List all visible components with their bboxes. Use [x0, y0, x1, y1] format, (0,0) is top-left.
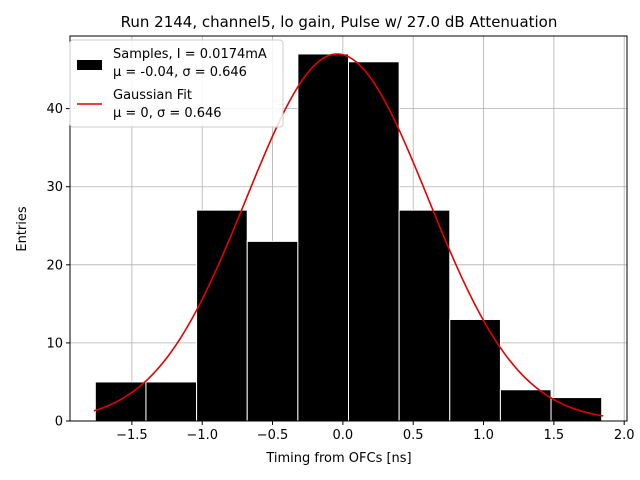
y-axis-ticks: 0 10 20 30 40 [46, 102, 70, 430]
histogram-bar [499, 389, 552, 422]
legend-box [69, 39, 284, 128]
gaussian-fit-line [93, 53, 604, 417]
y-tick-label: 0 [55, 415, 63, 430]
y-tick-label: 40 [46, 102, 63, 117]
y-tick-label: 20 [46, 258, 63, 273]
legend-fit-label: Gaussian Fit [113, 88, 192, 103]
x-tick-label: 1.5 [544, 428, 565, 443]
x-tick-label: −1.0 [186, 428, 218, 443]
legend-samples-stats: μ = -0.04, σ = 0.646 [113, 65, 247, 80]
y-axis-label: Entries [15, 206, 30, 252]
plot-frame [69, 35, 628, 422]
histogram-bar [246, 240, 299, 422]
legend-samples-label: Samples, I = 0.0174mA [113, 47, 267, 62]
x-axis-label: Timing from OFCs [ns] [265, 451, 411, 466]
histogram-bar [196, 209, 248, 422]
x-tick-label: 0.0 [333, 428, 354, 443]
histogram-bars [94, 53, 603, 422]
x-tick-label: 1.0 [473, 428, 494, 443]
y-tick-label: 10 [46, 336, 63, 351]
x-axis-ticks: −1.5 −1.0 −0.5 0.0 0.5 1.0 1.5 2.0 [116, 421, 635, 443]
legend-samples-swatch [77, 60, 102, 70]
x-tick-label: 0.5 [403, 428, 424, 443]
y-tick-label: 30 [46, 180, 63, 195]
legend-fit-stats: μ = 0, σ = 0.646 [113, 106, 222, 121]
histogram-bar [398, 209, 451, 422]
histogram-bar [297, 53, 350, 422]
chart-title: Run 2144, channel5, lo gain, Pulse w/ 27… [121, 13, 558, 31]
histogram-bar [449, 318, 501, 422]
gaussian-fit [93, 53, 604, 417]
legend: Samples, I = 0.0174mA μ = -0.04, σ = 0.6… [69, 39, 284, 128]
x-tick-label: −0.5 [257, 428, 289, 443]
x-tick-label: 2.0 [614, 428, 635, 443]
x-tick-label: −1.5 [116, 428, 148, 443]
histogram-bar [145, 381, 198, 422]
